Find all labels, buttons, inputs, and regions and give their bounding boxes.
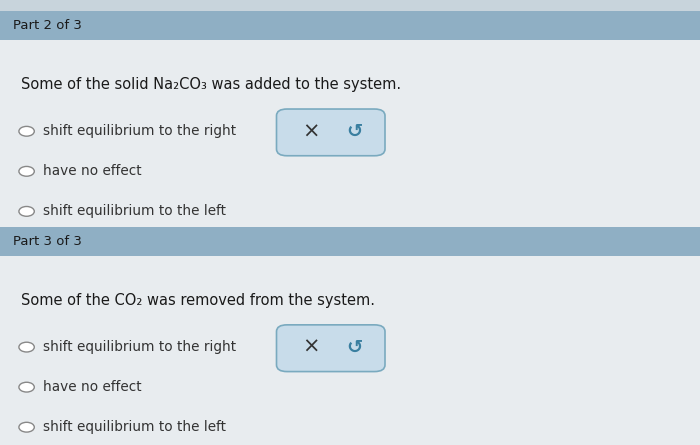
Circle shape bbox=[19, 166, 34, 176]
FancyBboxPatch shape bbox=[0, 231, 700, 243]
Text: Part 2 of 3: Part 2 of 3 bbox=[13, 19, 81, 32]
FancyBboxPatch shape bbox=[0, 256, 700, 445]
Text: ×: × bbox=[302, 121, 320, 141]
FancyBboxPatch shape bbox=[276, 325, 385, 372]
Text: have no effect: have no effect bbox=[43, 380, 142, 394]
Circle shape bbox=[19, 342, 34, 352]
FancyBboxPatch shape bbox=[276, 109, 385, 156]
Circle shape bbox=[19, 422, 34, 432]
Text: Part 3 of 3: Part 3 of 3 bbox=[13, 235, 81, 248]
Text: ×: × bbox=[302, 337, 320, 357]
Text: shift equilibrium to the right: shift equilibrium to the right bbox=[43, 340, 237, 354]
Text: ↺: ↺ bbox=[346, 122, 363, 141]
FancyBboxPatch shape bbox=[0, 227, 700, 256]
Circle shape bbox=[19, 382, 34, 392]
Circle shape bbox=[19, 206, 34, 216]
Text: shift equilibrium to the left: shift equilibrium to the left bbox=[43, 420, 226, 434]
Text: Some of the solid Na₂CO₃ was added to the system.: Some of the solid Na₂CO₃ was added to th… bbox=[21, 77, 401, 92]
Text: shift equilibrium to the right: shift equilibrium to the right bbox=[43, 124, 237, 138]
Text: have no effect: have no effect bbox=[43, 164, 142, 178]
FancyBboxPatch shape bbox=[0, 11, 700, 40]
FancyBboxPatch shape bbox=[0, 40, 700, 231]
Text: shift equilibrium to the left: shift equilibrium to the left bbox=[43, 204, 226, 218]
Circle shape bbox=[19, 126, 34, 136]
Text: ↺: ↺ bbox=[346, 338, 363, 356]
Text: Some of the CO₂ was removed from the system.: Some of the CO₂ was removed from the sys… bbox=[21, 293, 375, 308]
